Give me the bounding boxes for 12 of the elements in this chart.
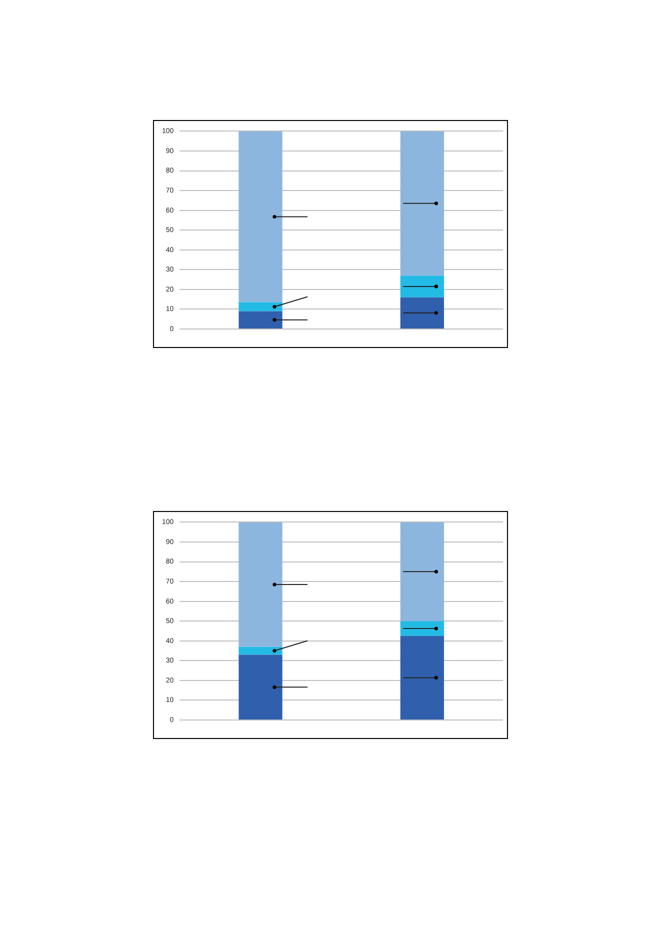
bar <box>238 654 282 720</box>
bar <box>400 621 444 636</box>
bar <box>400 276 444 298</box>
bar <box>238 311 282 328</box>
bar <box>238 302 282 312</box>
bar <box>400 636 444 720</box>
bar <box>400 131 444 276</box>
bar <box>238 646 282 655</box>
bar <box>400 522 444 622</box>
bar <box>238 522 282 647</box>
bar <box>400 297 444 328</box>
bar <box>238 131 282 302</box>
